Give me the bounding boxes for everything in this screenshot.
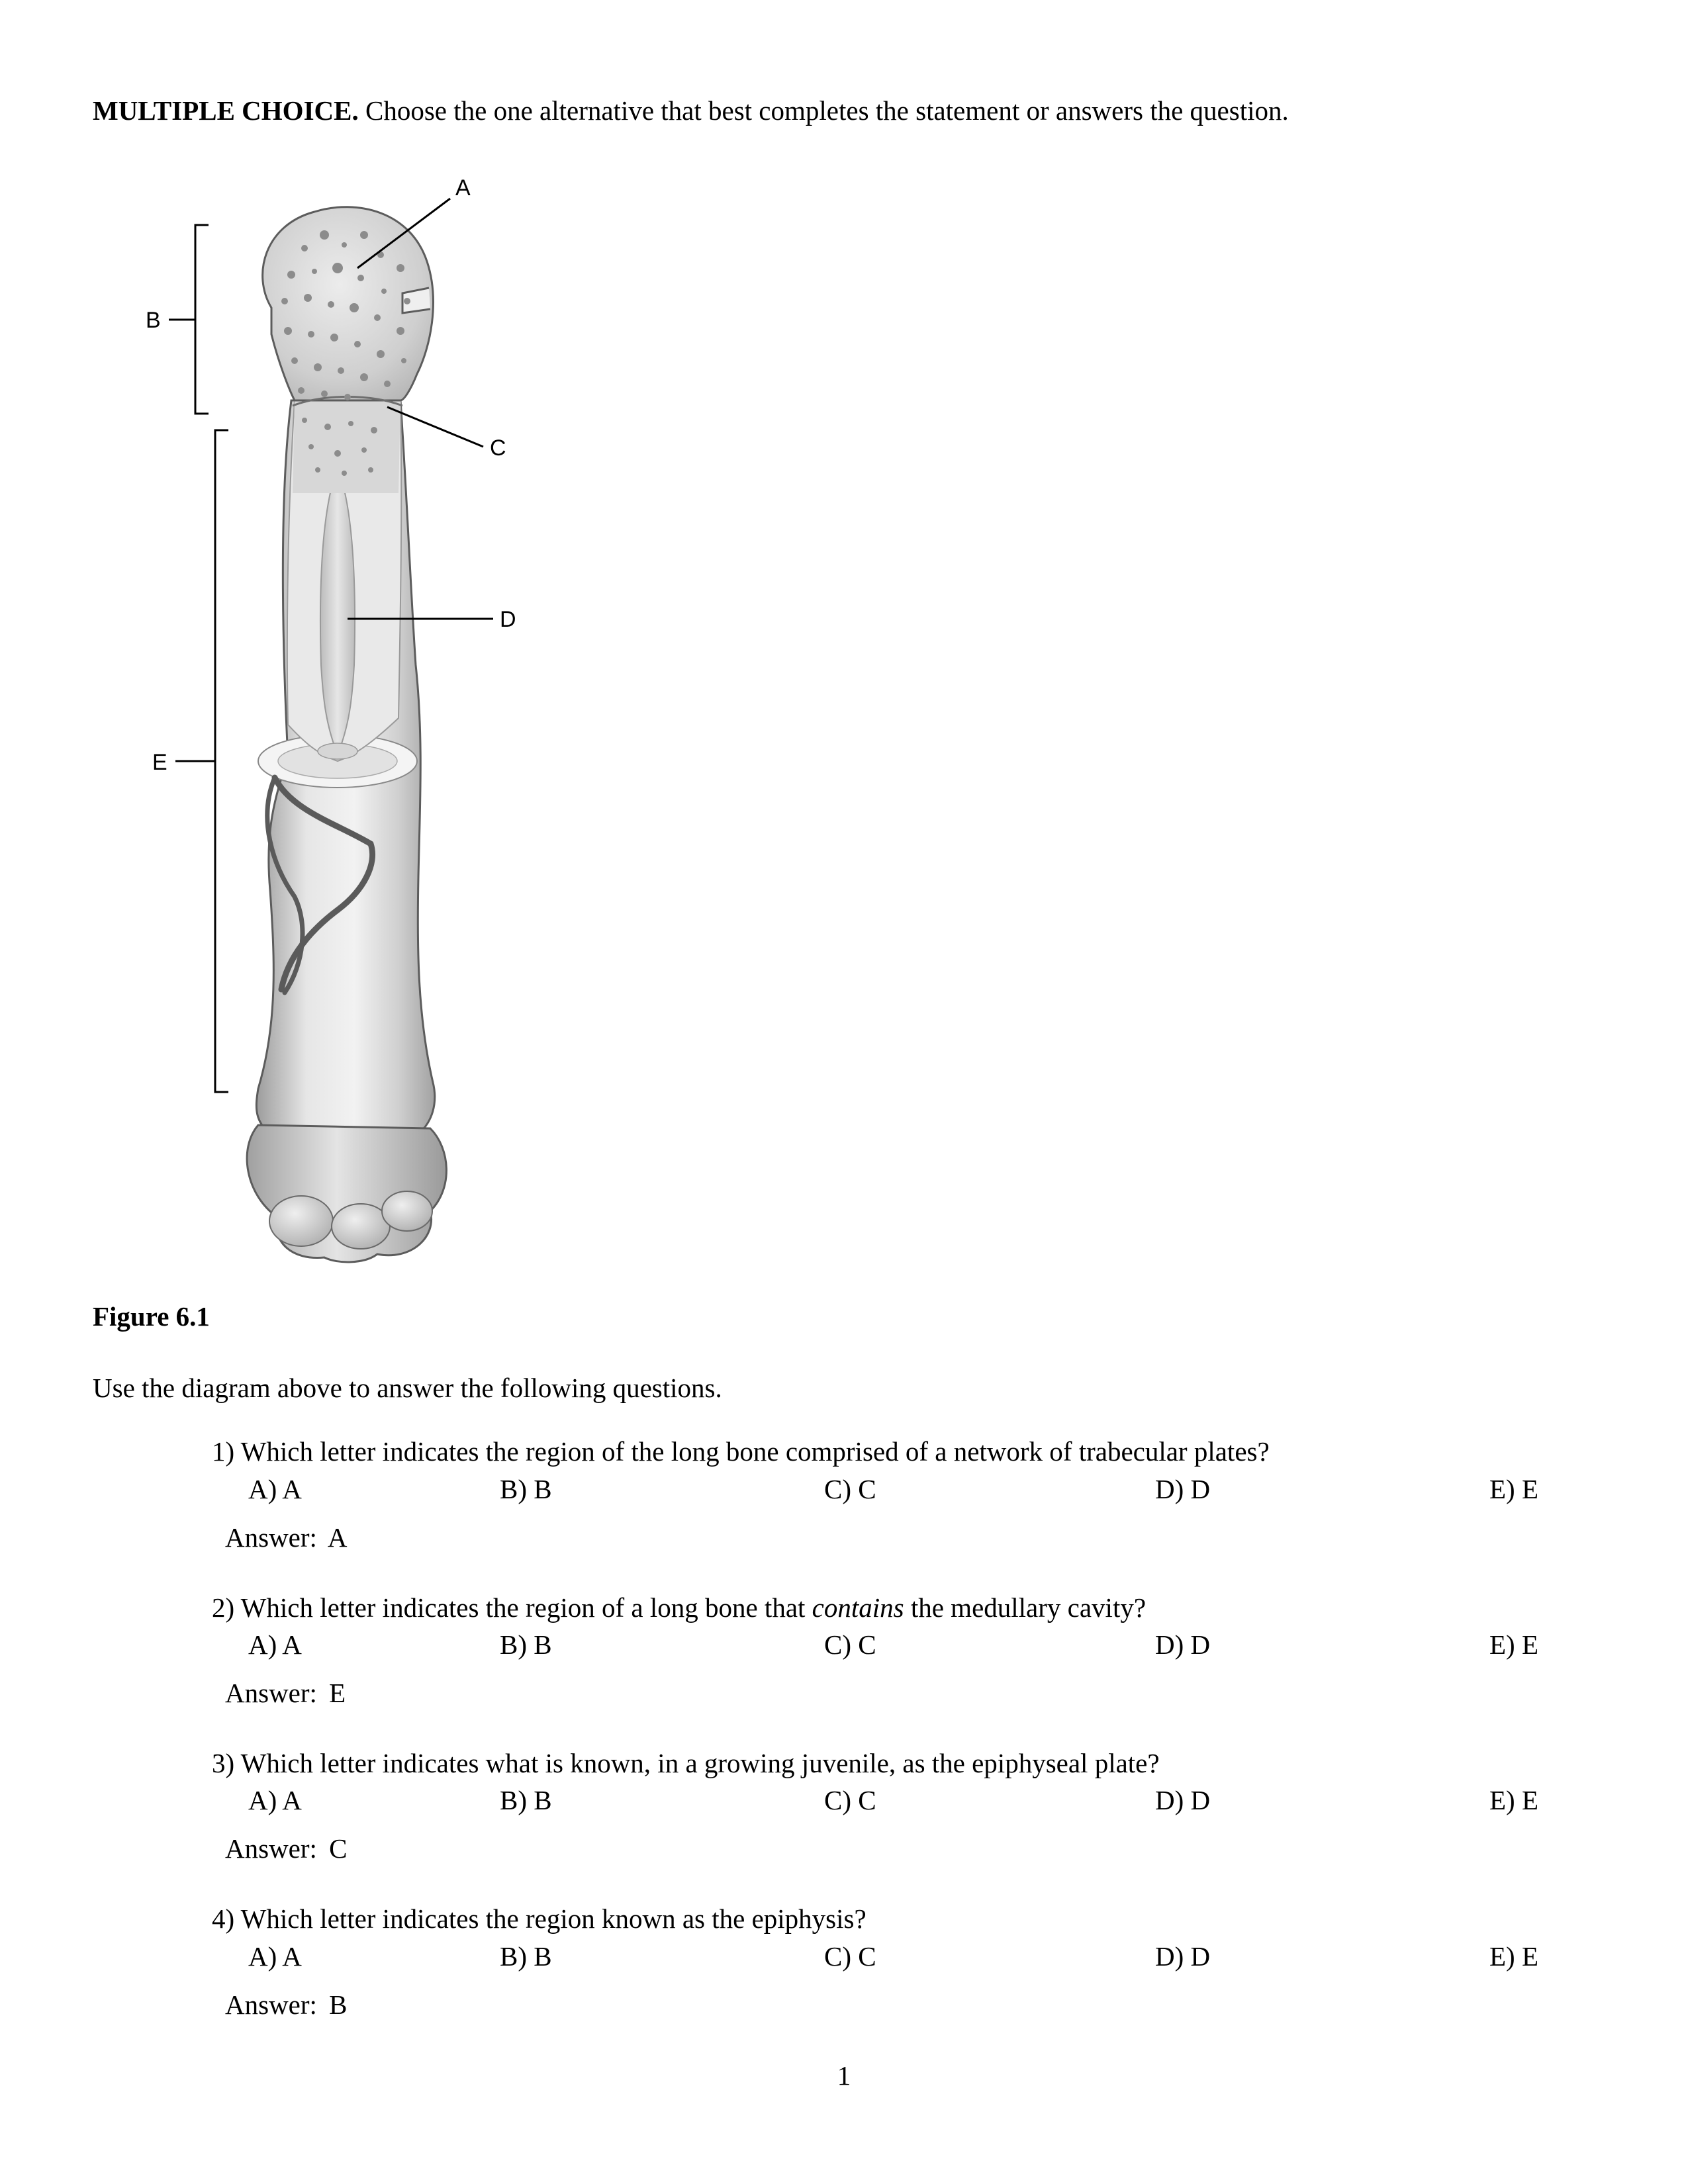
q1-choice-e: E) E [1489, 1473, 1538, 1505]
q3-stem-line: 3) Which letter indicates what is known,… [212, 1745, 1595, 1782]
q2-stem-pre: Which letter indicates the region of a l… [241, 1592, 812, 1623]
q2-choice-d: D) D [1155, 1629, 1489, 1661]
q3-choice-c: C) C [824, 1784, 1155, 1816]
q3-choices: A) A B) B C) C D) D E) E [212, 1784, 1595, 1816]
bracket-e [215, 430, 228, 1092]
q2-choice-a: A) A [248, 1629, 500, 1661]
q1-answer-value: A [328, 1522, 348, 1553]
question-2: 2) Which letter indicates the region of … [212, 1590, 1595, 1709]
bracket-b [195, 225, 209, 414]
figure-caption: Figure 6.1 [93, 1300, 1595, 1332]
q4-choice-a: A) A [248, 1940, 500, 1972]
q3-stem: Which letter indicates what is known, in… [241, 1748, 1160, 1778]
q1-choices: A) A B) B C) C D) D E) E [212, 1473, 1595, 1505]
medullary-cap [318, 743, 357, 759]
q4-stem-line: 4) Which letter indicates the region kno… [212, 1901, 1595, 1937]
q2-choice-e: E) E [1489, 1629, 1538, 1661]
question-1: 1) Which letter indicates the region of … [212, 1433, 1595, 1553]
q3-choice-d: D) D [1155, 1784, 1489, 1816]
q2-stem-ital: contains [812, 1592, 904, 1623]
q4-choice-b: B) B [500, 1940, 824, 1972]
q2-stem-line: 2) Which letter indicates the region of … [212, 1590, 1595, 1626]
q4-choice-e: E) E [1489, 1940, 1538, 1972]
q3-answer-label: Answer: [225, 1833, 317, 1864]
q2-answer-label: Answer: [225, 1678, 317, 1708]
q2-answer: Answer: E [212, 1677, 1595, 1709]
q1-stem-line: 1) Which letter indicates the region of … [212, 1433, 1595, 1470]
bone-figure: A B C D E [139, 162, 616, 1274]
q3-num: 3) [212, 1748, 234, 1778]
q2-answer-value: E [329, 1678, 346, 1708]
q2-choice-b: B) B [500, 1629, 824, 1661]
q1-answer-label: Answer: [225, 1522, 317, 1553]
q3-choice-e: E) E [1489, 1784, 1538, 1816]
q2-num: 2) [212, 1592, 234, 1623]
questions: 1) Which letter indicates the region of … [212, 1433, 1595, 2020]
bone-svg: A B C D E [139, 162, 616, 1274]
q3-choice-b: B) B [500, 1784, 824, 1816]
label-b: B [146, 308, 161, 333]
q4-choices: A) A B) B C) C D) D E) E [212, 1940, 1595, 1972]
label-a: A [455, 175, 471, 201]
q1-num: 1) [212, 1436, 234, 1467]
question-4: 4) Which letter indicates the region kno… [212, 1901, 1595, 2020]
q4-num: 4) [212, 1903, 234, 1934]
label-e: E [152, 750, 167, 775]
instructions-lead: MULTIPLE CHOICE. [93, 95, 359, 126]
q4-answer-label: Answer: [225, 1989, 317, 2020]
q1-choice-c: C) C [824, 1473, 1155, 1505]
q4-choice-c: C) C [824, 1940, 1155, 1972]
q4-answer: Answer: B [212, 1989, 1595, 2021]
q4-stem: Which letter indicates the region known … [241, 1903, 867, 1934]
q1-choice-a: A) A [248, 1473, 500, 1505]
q1-choice-d: D) D [1155, 1473, 1489, 1505]
instructions-rest: Choose the one alternative that best com… [359, 95, 1289, 126]
q1-stem: Which letter indicates the region of the… [241, 1436, 1270, 1467]
use-diagram-prompt: Use the diagram above to answer the foll… [93, 1372, 1595, 1404]
q3-answer: Answer: C [212, 1833, 1595, 1864]
page-number: 1 [0, 2060, 1688, 2091]
q3-choice-a: A) A [248, 1784, 500, 1816]
q2-choice-c: C) C [824, 1629, 1155, 1661]
q1-answer: Answer: A [212, 1522, 1595, 1553]
q1-choice-b: B) B [500, 1473, 824, 1505]
label-c: C [490, 435, 506, 461]
q2-stem-post: the medullary cavity? [904, 1592, 1146, 1623]
question-3: 3) Which letter indicates what is known,… [212, 1745, 1595, 1864]
q2-choices: A) A B) B C) C D) D E) E [212, 1629, 1595, 1661]
instructions: MULTIPLE CHOICE. Choose the one alternat… [93, 93, 1595, 129]
distal-end [247, 1125, 446, 1262]
page: MULTIPLE CHOICE. Choose the one alternat… [0, 0, 1688, 2184]
label-d: D [500, 607, 516, 632]
q3-answer-value: C [329, 1833, 347, 1864]
q4-choice-d: D) D [1155, 1940, 1489, 1972]
q4-answer-value: B [329, 1989, 347, 2020]
